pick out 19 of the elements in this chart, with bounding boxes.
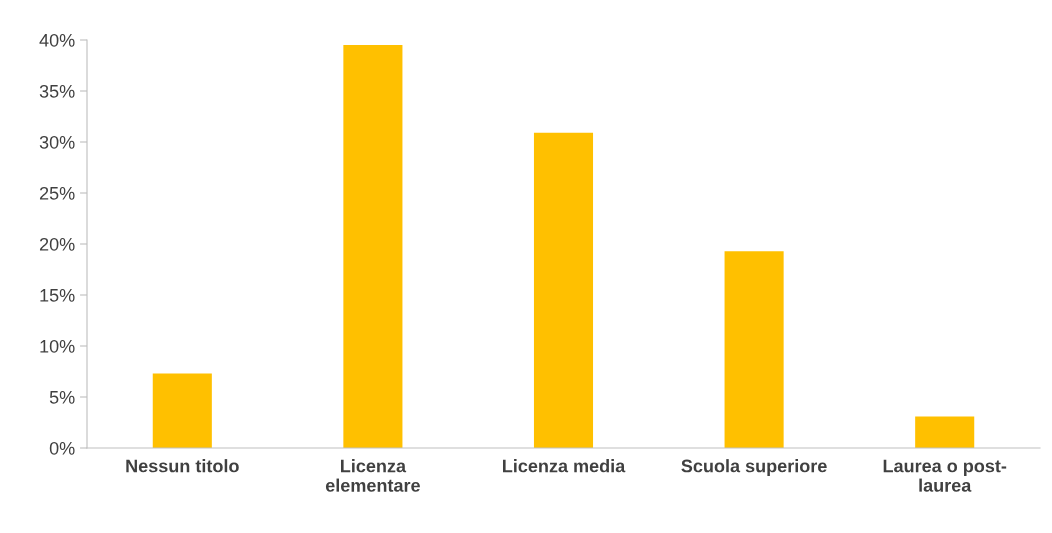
y-tick-label: 25% [39, 186, 75, 200]
x-tick-label: Laurea o post- laurea [883, 459, 1007, 492]
y-tick-label: 40% [39, 33, 75, 47]
y-tick-label: 5% [49, 391, 75, 404]
bar [915, 416, 975, 448]
x-tick-label: Licenza elementare [325, 459, 420, 492]
y-tick-label: 35% [39, 84, 75, 98]
bar [343, 45, 403, 448]
x-tick-label: Scuola superiore [681, 459, 827, 476]
bar [724, 251, 784, 448]
x-tick-label: Licenza media [503, 459, 626, 473]
y-tick-label: 10% [40, 339, 75, 353]
y-tick-label: 20% [39, 237, 75, 251]
bar [533, 132, 594, 448]
y-tick-label: 30% [39, 135, 75, 149]
y-tick-label: 15% [40, 289, 75, 302]
bar [152, 373, 212, 448]
x-tick-label: Nessun titolo [126, 459, 239, 473]
y-tick-label: 0% [49, 441, 75, 455]
